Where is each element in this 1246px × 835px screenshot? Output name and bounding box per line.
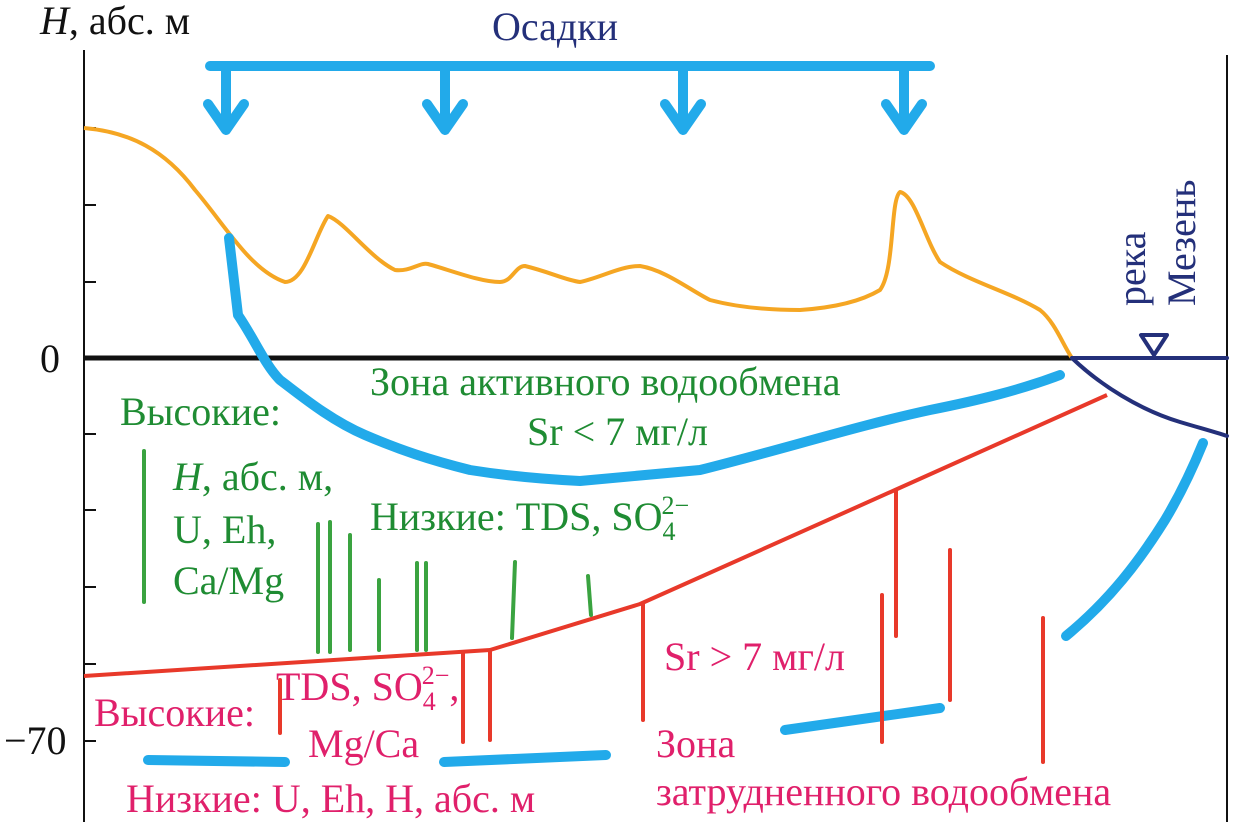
- active-zone-sr: Sr < 7 мг/л: [527, 409, 708, 454]
- zone-boundary-line: [83, 393, 1108, 678]
- deep-flow-arrow: [1061, 438, 1208, 641]
- slow-zone-high-label: Высокие:: [94, 690, 255, 735]
- ground-surface-line: [83, 126, 1074, 360]
- active-zone-high-h: H, абс. м,: [172, 454, 333, 499]
- slow-zone-sr: Sr > 7 мг/л: [664, 634, 845, 679]
- river-label-1: река: [1109, 231, 1154, 306]
- slow-zone-title-1: Зона: [656, 721, 735, 766]
- slow-zone-low: Низкие: U, Eh, H, абс. м: [126, 776, 535, 821]
- active-zone-high-u-eh: U, Eh,: [173, 507, 276, 552]
- slow-zone-high-mg-ca: Mg/Ca: [308, 721, 419, 766]
- tick-label-zero: 0: [40, 336, 60, 381]
- y-axis-title: H, абс. м: [39, 0, 190, 43]
- precipitation-arrows: [203, 61, 935, 135]
- active-zone-high-label: Высокие:: [120, 389, 281, 434]
- tick-label-bottom: −70: [4, 718, 67, 763]
- y-axis-ticks: [84, 127, 96, 742]
- slow-zone-title-2: затрудненного водообмена: [656, 769, 1111, 814]
- precipitation-label: Осадки: [492, 4, 618, 49]
- active-zone-flow-line: [224, 233, 1065, 486]
- active-zone-low: Низкие: TDS, SO42−: [370, 491, 689, 546]
- green-vertical-marks: [142, 449, 593, 654]
- red-vertical-marks: [278, 488, 1045, 764]
- active-zone-high-ca-mg: Ca/Mg: [173, 558, 284, 603]
- slow-zone-high-values: TDS, SO42−,: [276, 661, 459, 716]
- river-label-2: Мезень: [1159, 180, 1204, 306]
- bottom-flow-dashes: [143, 703, 945, 767]
- active-zone-title: Зона активного водообмена: [370, 359, 841, 404]
- river-profile: [1070, 333, 1229, 438]
